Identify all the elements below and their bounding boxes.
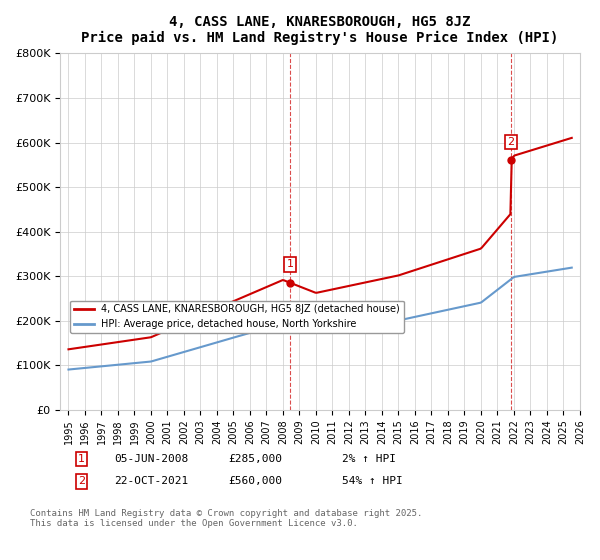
- Text: 2: 2: [78, 477, 85, 487]
- Text: £285,000: £285,000: [228, 454, 282, 464]
- Text: 1: 1: [287, 259, 293, 269]
- Text: 54% ↑ HPI: 54% ↑ HPI: [342, 477, 403, 487]
- Text: 2: 2: [507, 137, 514, 147]
- Text: Contains HM Land Registry data © Crown copyright and database right 2025.
This d: Contains HM Land Registry data © Crown c…: [30, 509, 422, 529]
- Legend: 4, CASS LANE, KNARESBOROUGH, HG5 8JZ (detached house), HPI: Average price, detac: 4, CASS LANE, KNARESBOROUGH, HG5 8JZ (de…: [70, 301, 404, 333]
- Text: 22-OCT-2021: 22-OCT-2021: [114, 477, 188, 487]
- Text: 2% ↑ HPI: 2% ↑ HPI: [342, 454, 396, 464]
- Text: 05-JUN-2008: 05-JUN-2008: [114, 454, 188, 464]
- Text: £560,000: £560,000: [228, 477, 282, 487]
- Title: 4, CASS LANE, KNARESBOROUGH, HG5 8JZ
Price paid vs. HM Land Registry's House Pri: 4, CASS LANE, KNARESBOROUGH, HG5 8JZ Pri…: [82, 15, 559, 45]
- Text: 1: 1: [78, 454, 85, 464]
